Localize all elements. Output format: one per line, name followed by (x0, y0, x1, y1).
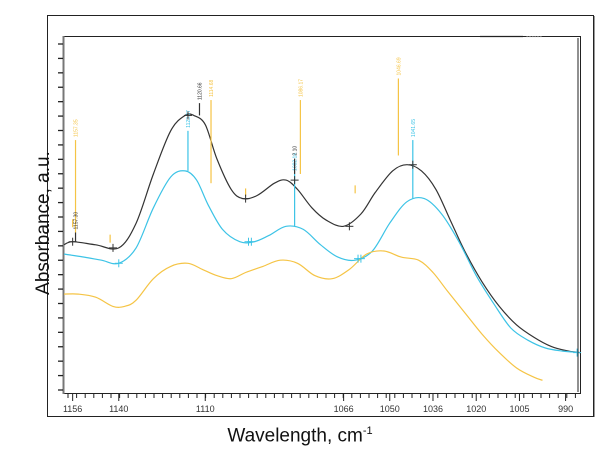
x-tick-label: 990 (558, 404, 573, 414)
plot-area (63, 36, 581, 394)
annotation-label: 1114.68 (209, 79, 215, 97)
annotation-label: 2.10 (293, 146, 299, 156)
y-axis-label: Absorbance, a.u. (33, 151, 54, 295)
markers-group: ------ (68, 32, 582, 392)
x-tick-label: 1110 (196, 404, 215, 414)
annotation-label: 1086.17 (298, 79, 304, 97)
x-axis-label: Wavelength, cm-1 (0, 425, 600, 447)
annotation-label: 1120.66 (197, 82, 203, 100)
x-axis-label-text: Wavelength, cm (227, 425, 363, 447)
annotations-group: 1120.66 1114.68 1123.97 1157.35 1157.30 1086.… (74, 57, 417, 242)
annotation-label: 1041.65 (411, 119, 417, 137)
series-line-orange-spectrum (63, 250, 543, 381)
series-line-cyan-spectrum (63, 170, 581, 354)
x-tick-label: 1140 (109, 404, 128, 414)
x-tick-label: 1036 (423, 404, 443, 414)
annotation-label: 1082.16 (293, 153, 299, 171)
x-tick-label: 1156 (63, 404, 82, 414)
annotation-label: 1123.97 (186, 110, 192, 128)
x-tick-label: 1050 (380, 404, 400, 414)
legend-fragment: ------ (526, 32, 542, 41)
series-group (63, 113, 581, 381)
x-tick-label: 1020 (466, 404, 486, 414)
y-ticks (58, 43, 63, 391)
annotation-label: 1046.69 (396, 57, 402, 75)
x-ticks: 1156 1140 1110 1066 1050 1036 1020 1005 990 (63, 394, 576, 414)
series-line-black-spectrum (63, 113, 581, 354)
x-tick-label: 1066 (334, 404, 354, 414)
annotation-label: 1157.30 (74, 212, 80, 230)
x-tick-label: 1005 (509, 404, 529, 414)
outer-frame (47, 15, 594, 417)
annotation-label: 1157.35 (74, 119, 80, 137)
x-axis-label-superscript: -1 (362, 425, 373, 437)
